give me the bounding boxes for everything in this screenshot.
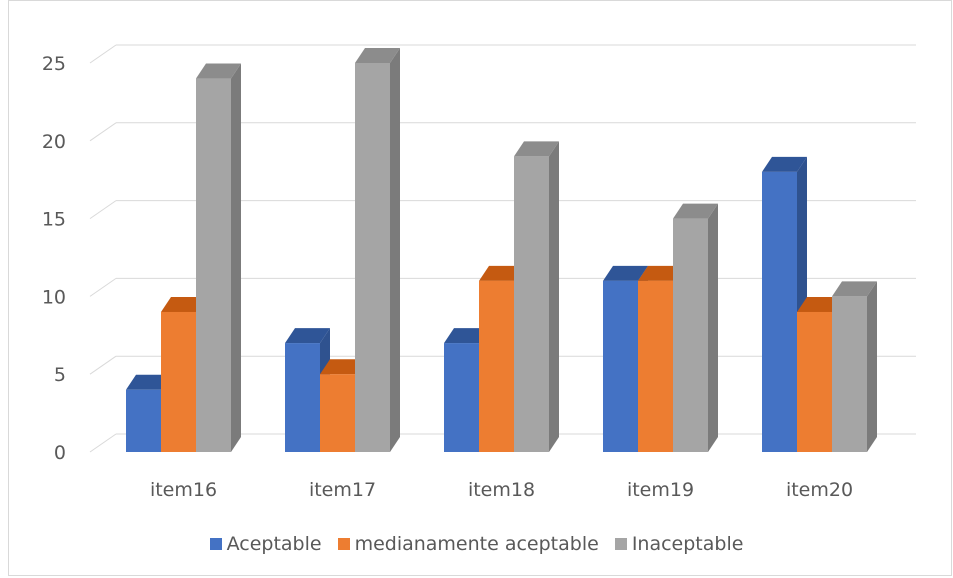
legend-label: Inaceptable [631,533,744,555]
y-tick-label: 10 [42,286,66,308]
legend-item-medianamente-aceptable: medianamente aceptable [337,533,599,555]
legend: Aceptable medianamente aceptable Inacept… [0,533,953,555]
legend-swatch-aceptable [209,538,222,550]
legend-swatch-medianamente-aceptable [337,538,350,550]
gridline [89,44,916,64]
x-tick-label: item20 [786,479,853,501]
legend-label: Aceptable [226,533,322,555]
bar [196,63,241,453]
legend-item-inaceptable: Inaceptable [614,533,744,555]
y-tick-label: 0 [54,442,66,464]
y-tick-label: 25 [42,53,66,75]
y-tick-label: 5 [54,364,66,386]
legend-swatch-inaceptable [614,538,627,550]
bar [514,141,559,453]
y-tick-label: 20 [42,131,66,153]
bars [126,48,877,453]
x-tick-label: item18 [468,479,535,501]
bar [355,48,400,452]
bar [673,203,718,452]
bar [832,281,877,452]
x-tick-label: item19 [627,479,694,501]
x-tick-label: item17 [309,479,376,501]
legend-item-aceptable: Aceptable [209,533,322,555]
y-axis-ticks: 0 5 10 15 20 25 [42,53,66,464]
gridline [89,122,916,142]
y-tick-label: 15 [42,209,66,231]
legend-label: medianamente aceptable [354,533,599,555]
x-tick-label: item16 [150,479,217,501]
x-axis-labels: item16 item17 item18 item19 item20 [150,479,853,501]
